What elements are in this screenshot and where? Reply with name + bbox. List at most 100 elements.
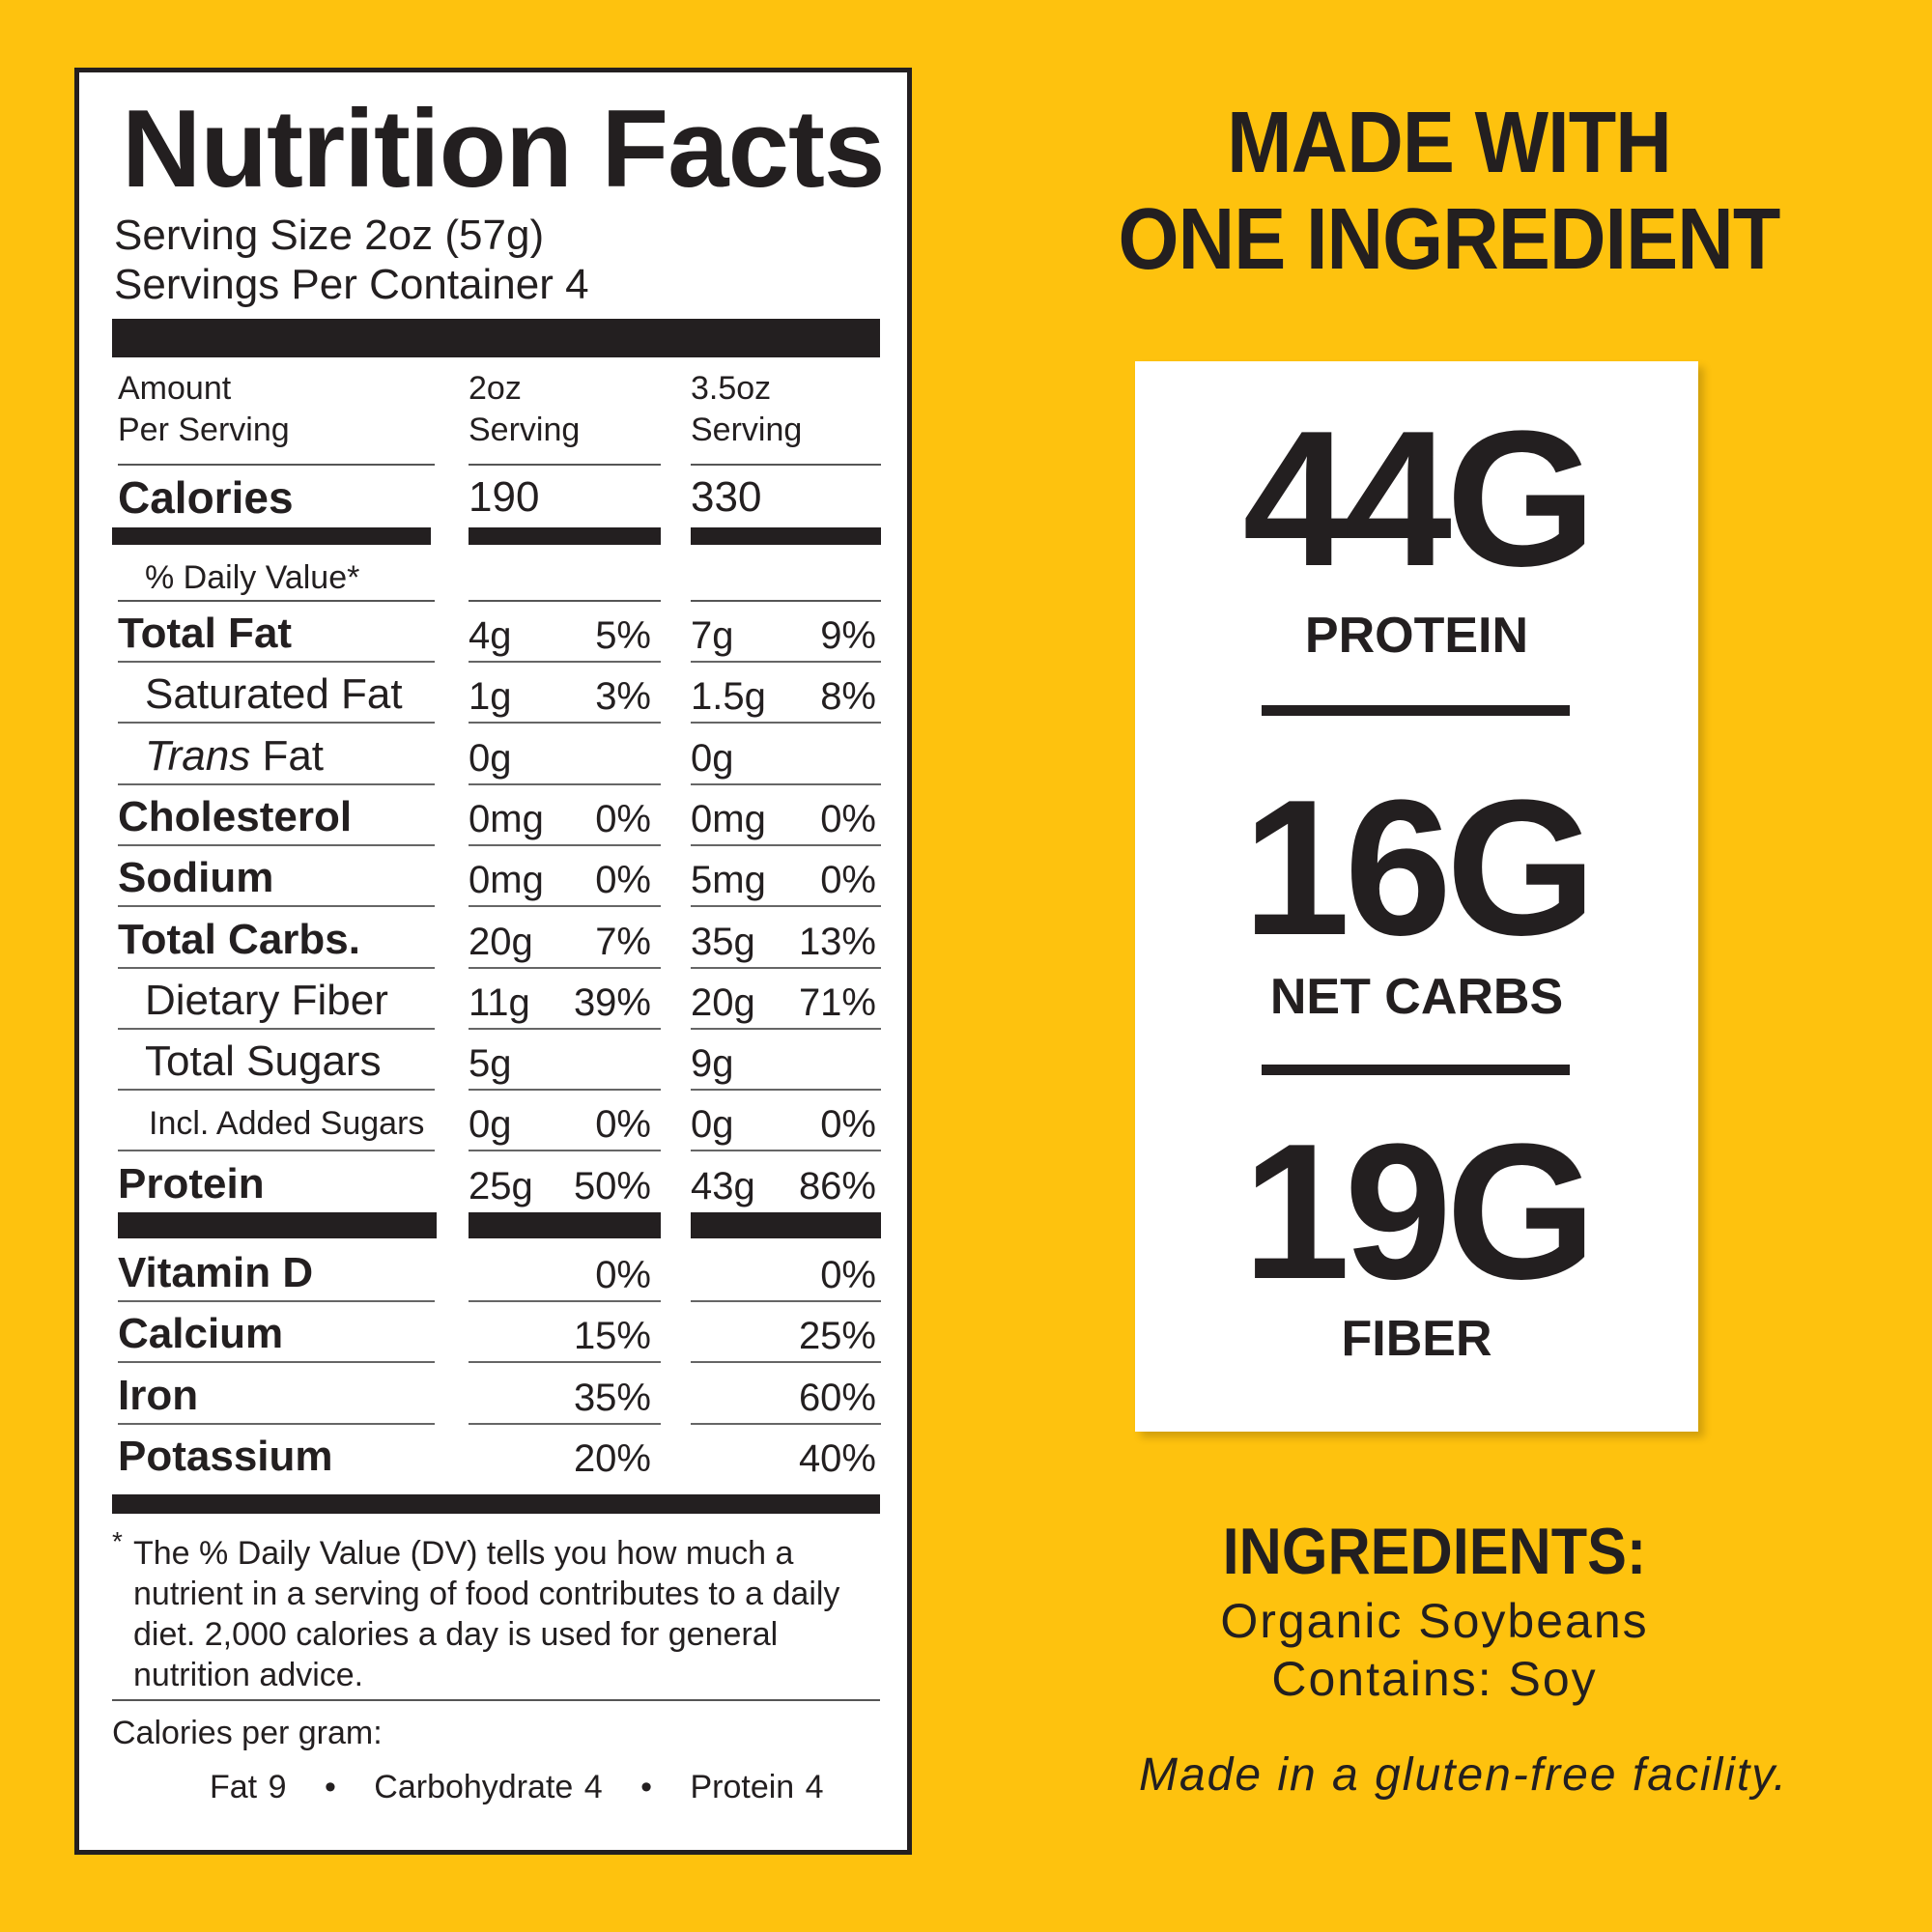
dv-3-5oz: 71% bbox=[798, 980, 876, 1024]
nutrient-label: Total Carbs. bbox=[118, 915, 361, 963]
dv-3-5oz: 60% bbox=[798, 1376, 876, 1419]
divider bbox=[691, 1300, 881, 1302]
divider bbox=[469, 1027, 661, 1030]
footnote-star: * bbox=[112, 1526, 123, 1556]
vitamin-label: Vitamin D bbox=[118, 1249, 314, 1296]
calories-2oz: 190 bbox=[469, 473, 540, 521]
thick-divider bbox=[112, 1494, 880, 1514]
dv-3-5oz: 0% bbox=[820, 797, 876, 840]
calories-3-5oz: 330 bbox=[691, 473, 762, 521]
cpg-carb: Carbohydrate 4 bbox=[374, 1769, 603, 1805]
dv-3-5oz: 0% bbox=[820, 1254, 876, 1296]
divider bbox=[469, 1150, 661, 1152]
nutrient-label: Incl. Added Sugars bbox=[149, 1105, 425, 1143]
nutrient-row: Protein 25g 50% 43g 86% bbox=[79, 1152, 917, 1213]
thick-divider bbox=[112, 319, 880, 357]
protein-label: PROTEIN bbox=[1304, 608, 1529, 664]
amount-3-5oz: 0g bbox=[691, 1103, 734, 1147]
nutrient-label: Trans Fat bbox=[145, 731, 325, 780]
divider bbox=[691, 464, 881, 466]
footnote: The % Daily Value (DV) tells you how muc… bbox=[133, 1533, 839, 1695]
header-col3-size: 3.5oz bbox=[691, 370, 772, 407]
amount-3-5oz: 9g bbox=[691, 1042, 734, 1086]
divider bbox=[691, 1422, 881, 1425]
amount-2oz: 0mg bbox=[469, 859, 544, 902]
dv-2oz: 5% bbox=[595, 614, 651, 657]
vitamin-row: Potassium 20% 40% bbox=[79, 1425, 917, 1486]
allergens: Contains: Soy bbox=[1271, 1652, 1598, 1706]
divider bbox=[118, 1089, 435, 1092]
calories-label: Calories bbox=[118, 472, 294, 523]
divider bbox=[469, 843, 661, 846]
dv-2oz: 0% bbox=[595, 1254, 651, 1296]
cpg-protein: Protein 4 bbox=[690, 1769, 824, 1805]
nutrient-label: Protein bbox=[118, 1159, 265, 1208]
dv-2oz: 0% bbox=[595, 1103, 651, 1147]
amount-3-5oz: 7g bbox=[691, 614, 734, 657]
amount-2oz: 11g bbox=[469, 980, 530, 1024]
header-col3-serving: Serving bbox=[691, 412, 803, 448]
divider bbox=[1262, 1065, 1570, 1075]
dv-3-5oz: 40% bbox=[798, 1436, 876, 1480]
net-carbs-label: NET CARBS bbox=[1269, 969, 1564, 1025]
header-col2-size: 2oz bbox=[469, 370, 522, 407]
dv-2oz: 35% bbox=[573, 1376, 651, 1419]
divider bbox=[118, 1300, 435, 1302]
amount-2oz: 4g bbox=[469, 614, 512, 657]
amount-3-5oz: 43g bbox=[691, 1164, 755, 1208]
nutrient-row: Total Carbs. 20g 7% 35g 13% bbox=[79, 908, 917, 969]
amount-2oz: 25g bbox=[469, 1164, 533, 1208]
dv-3-5oz: 25% bbox=[798, 1315, 876, 1358]
amount-3-5oz: 1.5g bbox=[691, 675, 766, 719]
divider bbox=[469, 1089, 661, 1092]
nutrient-row: Trans Fat 0g 0g bbox=[79, 724, 917, 785]
dv-2oz: 7% bbox=[595, 920, 651, 963]
nutrient-label: Total Sugars bbox=[145, 1037, 382, 1086]
daily-value-header: % Daily Value* bbox=[145, 559, 360, 596]
dv-3-5oz: 86% bbox=[798, 1164, 876, 1208]
fiber-value: 19G bbox=[1242, 1104, 1596, 1320]
dv-2oz: 50% bbox=[573, 1164, 651, 1208]
divider bbox=[469, 464, 661, 466]
dv-3-5oz: 13% bbox=[798, 920, 876, 963]
net-carbs-value: 16G bbox=[1242, 760, 1596, 976]
nutrient-label: Cholesterol bbox=[118, 792, 353, 840]
header-per-serving: Per Serving bbox=[118, 412, 290, 448]
footnote-line: nutrient in a serving of food contribute… bbox=[133, 1576, 840, 1612]
nutrient-row: Cholesterol 0mg 0% 0mg 0% bbox=[79, 785, 917, 846]
divider bbox=[112, 1699, 880, 1701]
vitamin-row: Calcium 15% 25% bbox=[79, 1302, 917, 1364]
calories-per-gram: Calories per gram: bbox=[112, 1715, 383, 1751]
divider bbox=[118, 1150, 435, 1152]
divider bbox=[691, 843, 881, 846]
divider bbox=[118, 1361, 435, 1364]
facility-note: Made in a gluten-free facility. bbox=[1138, 1749, 1789, 1801]
divider bbox=[469, 1422, 661, 1425]
dv-2oz: 39% bbox=[573, 980, 651, 1024]
fiber-label: FIBER bbox=[1341, 1311, 1492, 1367]
amount-2oz: 1g bbox=[469, 675, 512, 719]
footnote-line: nutrition advice. bbox=[133, 1657, 364, 1693]
divider bbox=[118, 1027, 435, 1030]
vitamin-label: Calcium bbox=[118, 1310, 284, 1358]
footnote-line: The % Daily Value (DV) tells you how muc… bbox=[133, 1535, 794, 1572]
divider bbox=[469, 1361, 661, 1364]
divider bbox=[118, 782, 435, 785]
vitamin-row: Vitamin D 0% 0% bbox=[79, 1241, 917, 1302]
divider bbox=[118, 1422, 435, 1425]
dv-2oz: 20% bbox=[573, 1436, 651, 1480]
footnote-line: diet. 2,000 calories a day is used for g… bbox=[133, 1616, 779, 1653]
nutrient-row: Sodium 0mg 0% 5mg 0% bbox=[79, 846, 917, 908]
divider bbox=[118, 464, 435, 466]
vitamin-label: Potassium bbox=[118, 1432, 333, 1480]
divider bbox=[691, 600, 881, 602]
divider bbox=[691, 1089, 881, 1092]
protein-value: 44G bbox=[1242, 391, 1596, 607]
divider bbox=[691, 1027, 881, 1030]
highlights-card: 44G PROTEIN 16G NET CARBS 19G FIBER bbox=[1135, 361, 1698, 1432]
thick-divider bbox=[469, 1212, 661, 1238]
nutrient-label: Total Fat bbox=[118, 610, 293, 657]
ingredients-list: Organic Soybeans bbox=[1220, 1594, 1649, 1648]
divider bbox=[118, 722, 435, 724]
divider bbox=[691, 722, 881, 724]
